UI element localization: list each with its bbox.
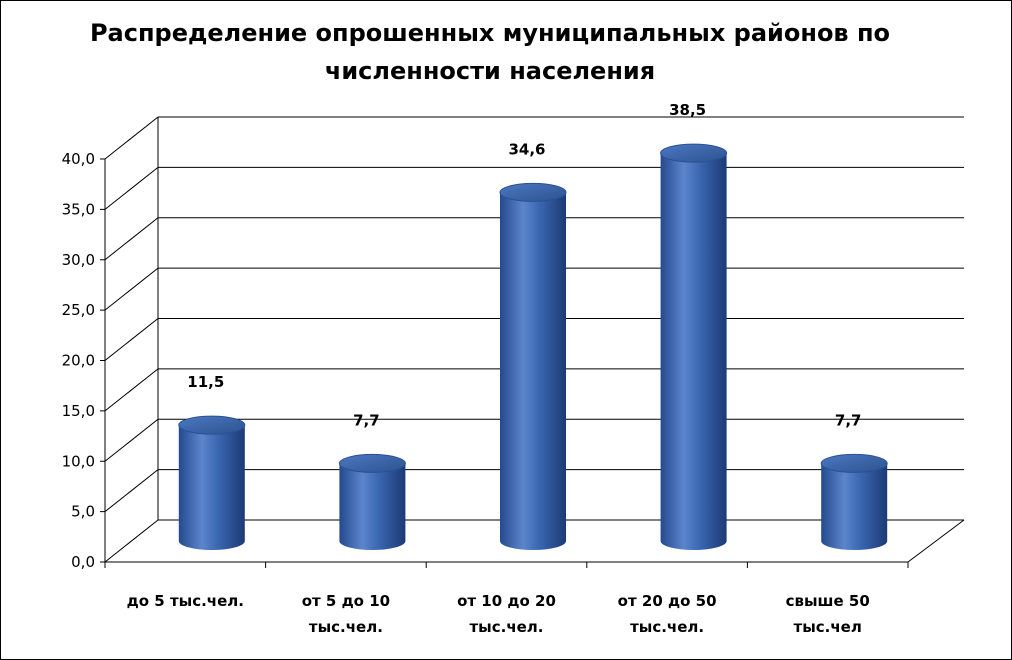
gridline-wall — [104, 418, 159, 462]
gridline-wall — [104, 166, 159, 210]
gridline-wall — [104, 116, 159, 160]
data-label: 7,7 — [353, 411, 380, 429]
chart-title-line-1: Распределение опрошенных муниципальных р… — [89, 19, 891, 47]
gridline-wall — [104, 368, 159, 412]
gridline-wall — [104, 217, 159, 261]
category-label: тыс.чел. — [469, 618, 543, 636]
y-tick-label: 35,0 — [62, 200, 95, 218]
bar — [178, 415, 246, 550]
y-tick-label: 0,0 — [71, 553, 95, 571]
data-label: 38,5 — [669, 101, 706, 119]
category-label: до 5 тыс.чел. — [127, 592, 244, 610]
y-tick-label: 15,0 — [62, 402, 95, 420]
gridline-wall — [104, 267, 159, 311]
bar-body — [178, 425, 245, 550]
gridline-wall — [104, 469, 159, 513]
bar-cap — [660, 143, 728, 163]
bar — [338, 453, 406, 550]
category-label: от 5 до 10 — [302, 592, 390, 610]
bar-cap — [499, 182, 567, 202]
axes — [100, 117, 965, 568]
y-tick-label: 25,0 — [62, 301, 95, 319]
bar — [660, 143, 728, 551]
bar-cap — [338, 453, 406, 473]
bar-body — [821, 463, 888, 550]
bar-body — [339, 463, 406, 550]
data-label: 34,6 — [508, 140, 545, 158]
chart-title-line-2: численности населения — [324, 57, 656, 85]
y-tick-label: 30,0 — [62, 251, 95, 269]
category-label: тыс.чел. — [630, 618, 704, 636]
category-label: тыс.чел — [794, 618, 862, 636]
gridline-wall — [104, 318, 159, 361]
category-label: от 10 до 20 — [457, 592, 556, 610]
bar — [499, 182, 567, 550]
data-label: 7,7 — [835, 411, 862, 429]
y-tick-label: 20,0 — [62, 352, 95, 370]
category-label: свыше 50 — [786, 592, 870, 610]
y-tick-label: 40,0 — [62, 150, 95, 168]
data-label: 11,5 — [187, 373, 224, 391]
bar-cap — [178, 415, 246, 435]
bars — [178, 143, 888, 551]
y-tick-label: 10,0 — [62, 452, 95, 470]
bar-cap — [820, 453, 888, 473]
bar-body — [660, 153, 727, 551]
category-label: от 20 до 50 — [618, 592, 717, 610]
bar — [820, 453, 888, 550]
gridline-wall — [104, 519, 159, 563]
floor-right-edge — [907, 519, 965, 563]
y-tick-label: 5,0 — [71, 503, 95, 521]
category-label: тыс.чел. — [309, 618, 383, 636]
labels: 0,0 5,0 10,0 15,0 20,0 25,0 30,0 35,0 40,0 11,5 7,… — [62, 101, 870, 636]
bar-body — [500, 192, 566, 550]
chart-title: Распределение опрошенных муниципальных р… — [40, 14, 940, 90]
